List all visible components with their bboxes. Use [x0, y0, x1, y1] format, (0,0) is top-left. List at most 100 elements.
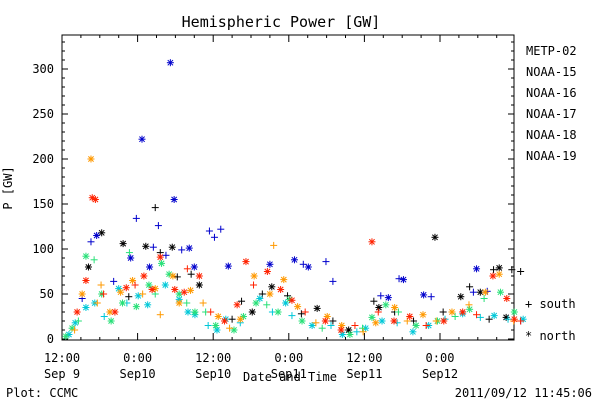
north-data-point	[73, 308, 81, 316]
north-data-point	[168, 243, 176, 251]
symbol-legend-entry: + south	[525, 297, 576, 311]
legend-entry: NOAA-17	[526, 107, 577, 121]
marker-stroke	[93, 232, 100, 239]
symbol-legend: + south * north	[525, 297, 576, 343]
north-data-point	[496, 288, 504, 296]
marker-stroke	[157, 254, 164, 261]
south-data-point	[199, 299, 207, 307]
south-data-point	[205, 227, 213, 235]
north-data-point	[195, 281, 203, 289]
marker-stroke	[496, 271, 503, 278]
south-data-point	[151, 204, 159, 212]
x-tick-time-label: 12:00	[195, 351, 231, 365]
north-data-point	[127, 254, 135, 262]
marker-stroke	[466, 306, 473, 313]
south-data-point	[318, 324, 326, 332]
marker-stroke	[409, 328, 416, 335]
south-data-point	[210, 233, 218, 241]
y-tick-label: 150	[32, 197, 54, 211]
south-data-point	[395, 275, 403, 283]
marker-stroke	[431, 234, 438, 241]
marker-stroke	[339, 331, 346, 338]
legend: METP-02 NOAA-15 NOAA-16 NOAA-17 NOAA-18 NOAA-…	[526, 44, 577, 163]
south-data-point	[394, 308, 402, 316]
north-data-point	[145, 281, 153, 289]
south-data-point	[226, 324, 234, 332]
north-data-point	[337, 326, 345, 334]
marker-stroke	[237, 316, 244, 323]
marker-stroke	[266, 291, 273, 297]
marker-stroke	[176, 300, 183, 306]
north-data-point	[263, 268, 271, 275]
y-axis-label: P [GW]	[1, 166, 15, 209]
marker-stroke	[294, 303, 301, 310]
marker-stroke	[115, 285, 122, 292]
marker-stroke	[167, 59, 174, 66]
marker-stroke	[406, 313, 413, 320]
legend-entry: NOAA-19	[526, 149, 577, 163]
marker-stroke	[146, 264, 153, 270]
north-data-point	[233, 301, 241, 309]
south-data-point	[377, 292, 385, 300]
south-data-point	[183, 299, 191, 307]
legend-entry: METP-02	[526, 44, 577, 58]
marker-stroke	[368, 238, 375, 245]
marker-stroke	[309, 322, 316, 329]
north-data-point	[250, 272, 258, 280]
north-data-point	[277, 286, 285, 293]
south-data-point	[466, 283, 474, 291]
north-data-point	[134, 292, 142, 300]
marker-stroke	[242, 258, 249, 265]
marker-stroke	[85, 264, 92, 270]
marker-stroke	[477, 289, 484, 296]
marker-stroke	[62, 333, 69, 340]
north-data-point	[84, 263, 92, 271]
north-data-point	[321, 317, 329, 325]
marker-stroke	[459, 309, 466, 315]
north-data-point	[129, 277, 137, 284]
marker-stroke	[264, 268, 271, 275]
north-data-point	[274, 308, 282, 316]
marker-stroke	[129, 277, 136, 284]
south-data-point	[327, 322, 335, 329]
marker-stroke	[196, 273, 203, 279]
marker-stroke	[338, 327, 345, 333]
north-data-point	[169, 272, 177, 280]
north-data-point	[406, 313, 414, 320]
marker-stroke	[391, 318, 397, 324]
south-data-point	[329, 317, 337, 325]
south-data-point	[228, 315, 236, 323]
marker-stroke	[496, 264, 503, 271]
marker-stroke	[106, 309, 113, 315]
north-data-point	[230, 326, 238, 334]
north-data-point	[221, 317, 229, 325]
south-data-point	[359, 324, 367, 332]
x-axis: 12:00 Sep 9 0:00 Sep10 12:00 Sep10 0:00 Sep11 12…	[44, 35, 498, 381]
south-data-point	[297, 310, 305, 318]
marker-stroke	[142, 243, 149, 250]
north-data-point	[440, 317, 448, 325]
north-data-point	[82, 277, 90, 284]
south-data-point	[374, 308, 382, 316]
marker-stroke	[286, 296, 293, 303]
south-data-point	[139, 290, 147, 298]
north-data-point	[481, 288, 489, 296]
marker-stroke	[249, 309, 256, 315]
marker-stroke	[82, 253, 89, 260]
marker-stroke	[98, 229, 105, 236]
north-data-point	[252, 299, 260, 307]
marker-stroke	[169, 273, 176, 279]
north-data-point	[298, 317, 306, 325]
marker-stroke	[214, 327, 220, 333]
north-data-point	[111, 308, 119, 316]
north-data-point	[82, 304, 90, 311]
south-data-point	[301, 308, 309, 316]
south-data-point	[393, 319, 401, 327]
north-data-point	[313, 304, 321, 312]
chart-title: Hemispheric Power [GW]	[182, 13, 381, 31]
north-data-point	[107, 317, 115, 325]
marker-stroke	[277, 286, 284, 293]
south-data-point	[87, 238, 95, 246]
north-data-point	[132, 303, 140, 311]
marker-stroke	[299, 318, 306, 324]
